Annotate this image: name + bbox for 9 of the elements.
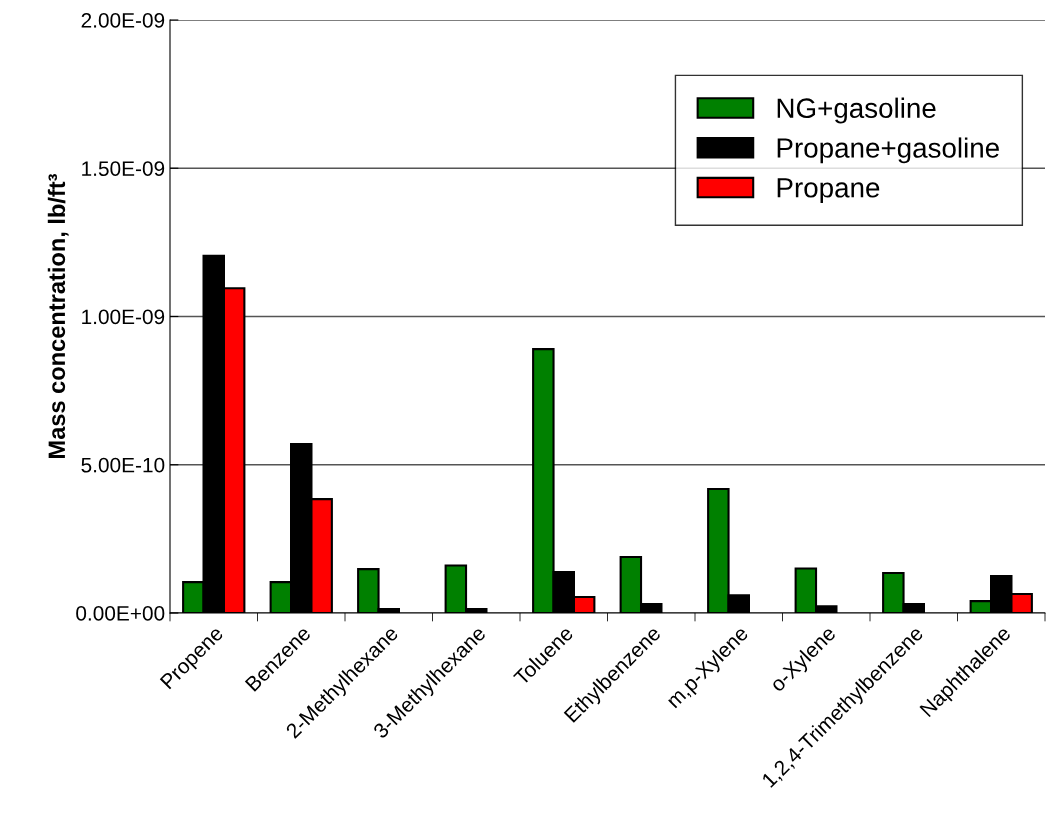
legend-label: Propane (777, 178, 880, 204)
y-tick-label: 1.50E-09 (82, 161, 165, 176)
legend-label: NG+gasoline (777, 97, 936, 124)
y-tick-label: 5.00E-10 (81, 457, 165, 473)
y-tick-label: 1.00E-09 (82, 309, 165, 325)
legend-label: Propane+gasoline (777, 137, 999, 164)
y-axis-title: Mass concentration, lb/ft³ (47, 174, 69, 458)
y-tick-label: 2.00E-09 (81, 13, 165, 28)
y-tick-label: 0.00E+00 (76, 606, 165, 621)
